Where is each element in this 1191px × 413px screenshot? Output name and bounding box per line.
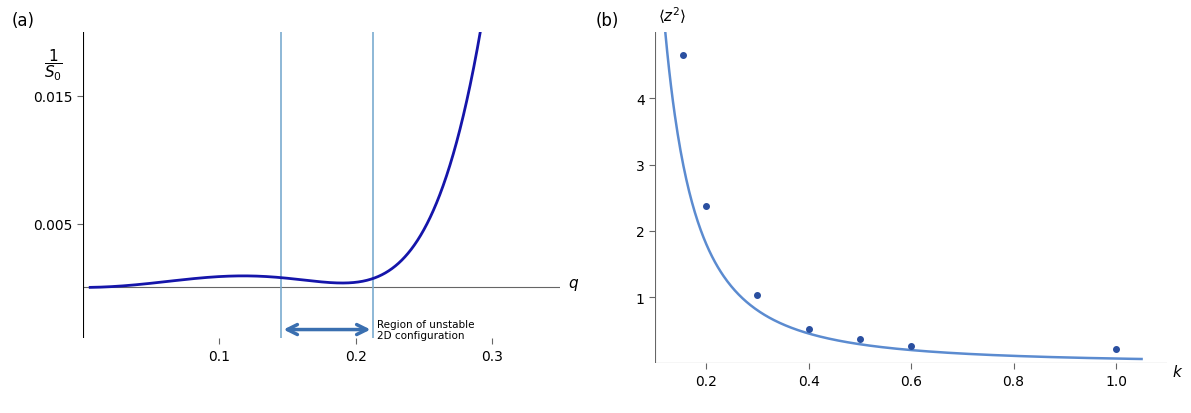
Point	[697, 204, 716, 210]
Text: $\langle z^2 \rangle$: $\langle z^2 \rangle$	[657, 6, 686, 26]
Text: (b): (b)	[596, 12, 619, 30]
Text: (a): (a)	[12, 12, 35, 30]
Text: $q$: $q$	[568, 276, 579, 292]
Point	[674, 53, 693, 59]
Point	[799, 326, 818, 332]
Text: $\dfrac{1}{S_0}$: $\dfrac{1}{S_0}$	[44, 47, 63, 83]
Point	[850, 336, 869, 343]
Text: Region of unstable
2D configuration: Region of unstable 2D configuration	[378, 319, 475, 341]
Text: $k$: $k$	[1172, 363, 1183, 380]
Point	[902, 343, 921, 349]
Point	[1106, 346, 1125, 352]
Point	[748, 292, 767, 299]
